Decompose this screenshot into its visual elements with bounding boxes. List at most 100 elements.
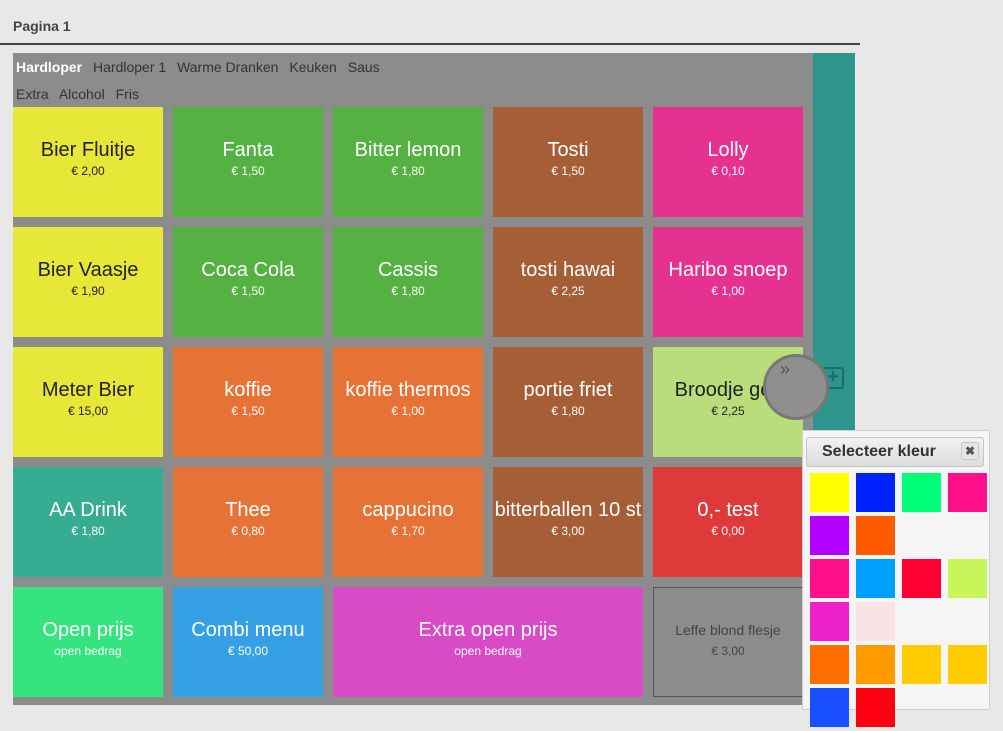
swatch-row (810, 602, 990, 641)
product-tile[interactable]: Bitter lemon € 1,80 (333, 107, 483, 217)
product-price: € 0,10 (711, 163, 745, 178)
product-price: € 1,00 (711, 283, 745, 298)
product-name: cappucino (362, 498, 454, 521)
color-swatch[interactable] (810, 602, 849, 641)
color-picker-title: Selecteer kleur (822, 443, 936, 460)
color-swatch[interactable] (948, 645, 987, 684)
product-tile[interactable]: cappucino € 1,70 (333, 467, 483, 577)
product-price: € 1,70 (391, 523, 425, 538)
color-swatch[interactable] (810, 559, 849, 598)
product-tile[interactable]: portie friet € 1,80 (493, 347, 643, 457)
swatch-row (810, 688, 990, 727)
color-swatch[interactable] (810, 473, 849, 512)
color-swatch[interactable] (856, 688, 895, 727)
category-tabs-row-1: Hardloper Hardloper 1 Warme Dranken Keuk… (16, 59, 387, 75)
product-price: open bedrag (54, 643, 122, 658)
product-tile[interactable]: Bier Fluitje € 2,00 (13, 107, 163, 217)
product-tile[interactable]: 0,- test € 0,00 (653, 467, 803, 577)
color-swatch[interactable] (856, 516, 895, 555)
product-price: open bedrag (454, 643, 522, 658)
product-name: Cassis (377, 258, 438, 281)
product-name: Meter Bier (41, 378, 135, 401)
color-swatch[interactable] (856, 645, 895, 684)
product-tile[interactable]: AA Drink € 1,80 (13, 467, 163, 577)
color-swatch[interactable] (948, 473, 987, 512)
product-name: Lolly (707, 138, 749, 161)
tab-fris[interactable]: Fris (115, 86, 139, 102)
page-title: Pagina 1 (13, 18, 71, 34)
title-divider (0, 43, 860, 45)
product-tile[interactable]: Leffe blond flesje € 3,00 (653, 587, 803, 697)
color-swatch[interactable] (810, 645, 849, 684)
swatch-row (810, 559, 990, 598)
product-price: € 2,25 (551, 283, 585, 298)
product-tile[interactable]: koffie € 1,50 (173, 347, 323, 457)
product-name: Thee (225, 498, 271, 521)
product-price: € 50,00 (227, 643, 269, 658)
product-tile[interactable]: Extra open prijs open bedrag (333, 587, 643, 697)
product-name: tosti hawai (520, 258, 616, 281)
product-name: portie friet (523, 378, 613, 401)
product-name: Coca Cola (201, 258, 295, 281)
product-price: € 1,00 (391, 403, 425, 418)
product-tile[interactable]: Thee € 0,80 (173, 467, 323, 577)
product-name: AA Drink (49, 498, 127, 521)
tab-saus[interactable]: Saus (347, 59, 380, 75)
product-tile[interactable]: Fanta € 1,50 (173, 107, 323, 217)
color-picker-dialog: Selecteer kleur ✖ (802, 430, 990, 727)
close-icon[interactable]: ✖ (961, 442, 979, 460)
product-name: Bier Fluitje (40, 138, 136, 161)
tab-keuken[interactable]: Keuken (289, 59, 337, 75)
product-price: € 0,00 (711, 523, 745, 538)
product-tile[interactable]: Cassis € 1,80 (333, 227, 483, 337)
product-price: € 2,25 (711, 403, 745, 418)
product-price: € 1,50 (231, 283, 265, 298)
product-tile[interactable]: koffie thermos € 1,00 (333, 347, 483, 457)
product-name: Combi menu (191, 618, 305, 641)
tab-hardloper-1[interactable]: Hardloper 1 (93, 59, 167, 75)
color-swatch[interactable] (948, 559, 987, 598)
color-swatch[interactable] (810, 516, 849, 555)
color-swatch[interactable] (902, 473, 941, 512)
tab-warme-dranken[interactable]: Warme Dranken (177, 59, 279, 75)
product-price: € 3,00 (711, 643, 745, 658)
product-tile[interactable]: tosti hawai € 2,25 (493, 227, 643, 337)
product-tile[interactable]: bitterballen 10 st € 3,00 (493, 467, 643, 577)
product-price: € 0,80 (231, 523, 265, 538)
product-price: € 1,80 (391, 283, 425, 298)
product-tile[interactable]: Combi menu € 50,00 (173, 587, 323, 697)
product-name: 0,- test (697, 498, 759, 521)
product-price: € 1,80 (551, 403, 585, 418)
color-swatch[interactable] (856, 602, 895, 641)
color-swatch[interactable] (856, 559, 895, 598)
product-tile[interactable]: Open prijs open bedrag (13, 587, 163, 697)
product-name: Bier Vaasje (37, 258, 139, 281)
product-name: Tosti (547, 138, 589, 161)
product-price: € 3,00 (551, 523, 585, 538)
color-swatches (810, 473, 990, 731)
product-price: € 1,50 (231, 163, 265, 178)
product-price: € 1,80 (391, 163, 425, 178)
product-tile[interactable]: Bier Vaasje € 1,90 (13, 227, 163, 337)
product-tile[interactable]: Tosti € 1,50 (493, 107, 643, 217)
product-tile[interactable]: Meter Bier € 15,00 (13, 347, 163, 457)
color-picker-header: Selecteer kleur ✖ (806, 437, 984, 467)
category-tabs-row-2: Extra Alcohol Fris (16, 86, 146, 102)
product-price: € 2,00 (71, 163, 105, 178)
product-name: Extra open prijs (418, 618, 558, 641)
product-name: Fanta (222, 138, 274, 161)
product-name: koffie thermos (345, 378, 471, 401)
color-swatch[interactable] (902, 645, 941, 684)
double-chevron-icon: » (780, 359, 791, 379)
tab-hardloper[interactable]: Hardloper (16, 59, 83, 75)
tab-alcohol[interactable]: Alcohol (58, 86, 105, 102)
color-swatch[interactable] (902, 559, 941, 598)
product-price: € 1,50 (231, 403, 265, 418)
tab-extra[interactable]: Extra (16, 86, 49, 102)
drag-handle[interactable]: » (763, 354, 829, 420)
product-tile[interactable]: Coca Cola € 1,50 (173, 227, 323, 337)
product-tile[interactable]: Lolly € 0,10 (653, 107, 803, 217)
product-tile[interactable]: Haribo snoep € 1,00 (653, 227, 803, 337)
color-swatch[interactable] (856, 473, 895, 512)
color-swatch[interactable] (810, 688, 849, 727)
